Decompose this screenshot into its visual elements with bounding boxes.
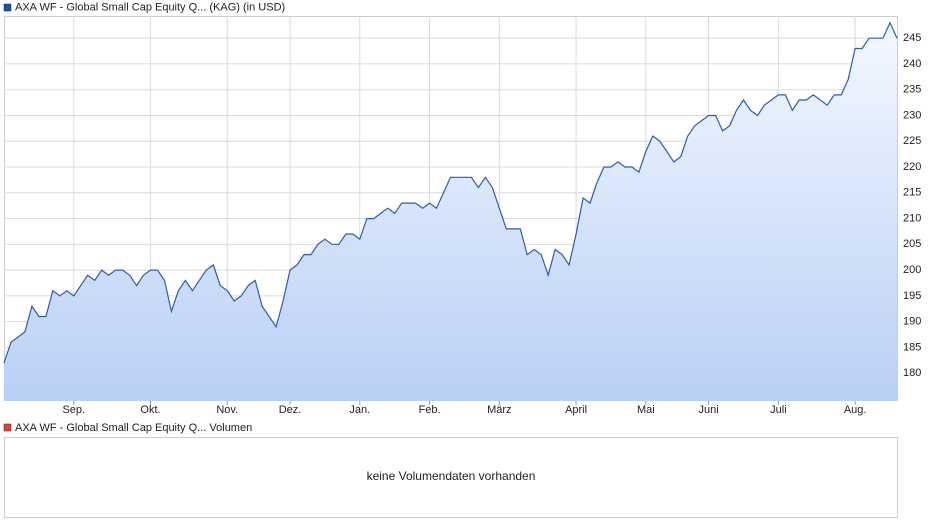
x-tick-label: Okt.: [140, 404, 160, 416]
y-tick-label: 230: [903, 109, 921, 121]
x-tick-label: Nov.: [216, 404, 238, 416]
x-tick-label: Dez.: [279, 404, 302, 416]
legend-swatch: [3, 3, 12, 12]
y-tick-label: 240: [903, 58, 921, 70]
y-tick-label: 190: [903, 316, 921, 328]
legend-swatch: [3, 423, 12, 432]
area-fill: [4, 22, 897, 401]
volume-frame: [4, 437, 898, 518]
y-tick-label: 215: [903, 187, 921, 199]
y-tick-label: 200: [903, 264, 921, 276]
x-tick-label: Juni: [699, 404, 719, 416]
y-tick-label: 180: [903, 367, 921, 379]
x-tick-label: Aug.: [844, 404, 867, 416]
y-tick-label: 210: [903, 212, 921, 224]
x-tick-label: April: [565, 404, 587, 416]
y-tick-label: 225: [903, 135, 921, 147]
y-tick-label: 195: [903, 290, 921, 302]
price-line: [3, 21, 898, 364]
y-tick-label: 185: [903, 341, 921, 353]
x-tick-label: Jan.: [349, 404, 370, 416]
y-tick-label: 205: [903, 238, 921, 250]
volume-message: keine Volumendaten vorhanden: [367, 469, 536, 483]
x-tick-label: Sep.: [62, 404, 85, 416]
legend-label: AXA WF - Global Small Cap Equity Q... (K…: [15, 1, 285, 13]
y-tick-label: 220: [903, 161, 921, 173]
x-tick-label: Mai: [637, 404, 655, 416]
legend-label: AXA WF - Global Small Cap Equity Q... Vo…: [15, 422, 252, 434]
y-tick-label: 235: [903, 84, 921, 96]
y-tick-label: 245: [903, 32, 921, 44]
x-tick-label: März: [487, 404, 511, 416]
x-tick-label: Juli: [770, 404, 787, 416]
x-tick-label: Feb.: [419, 404, 441, 416]
